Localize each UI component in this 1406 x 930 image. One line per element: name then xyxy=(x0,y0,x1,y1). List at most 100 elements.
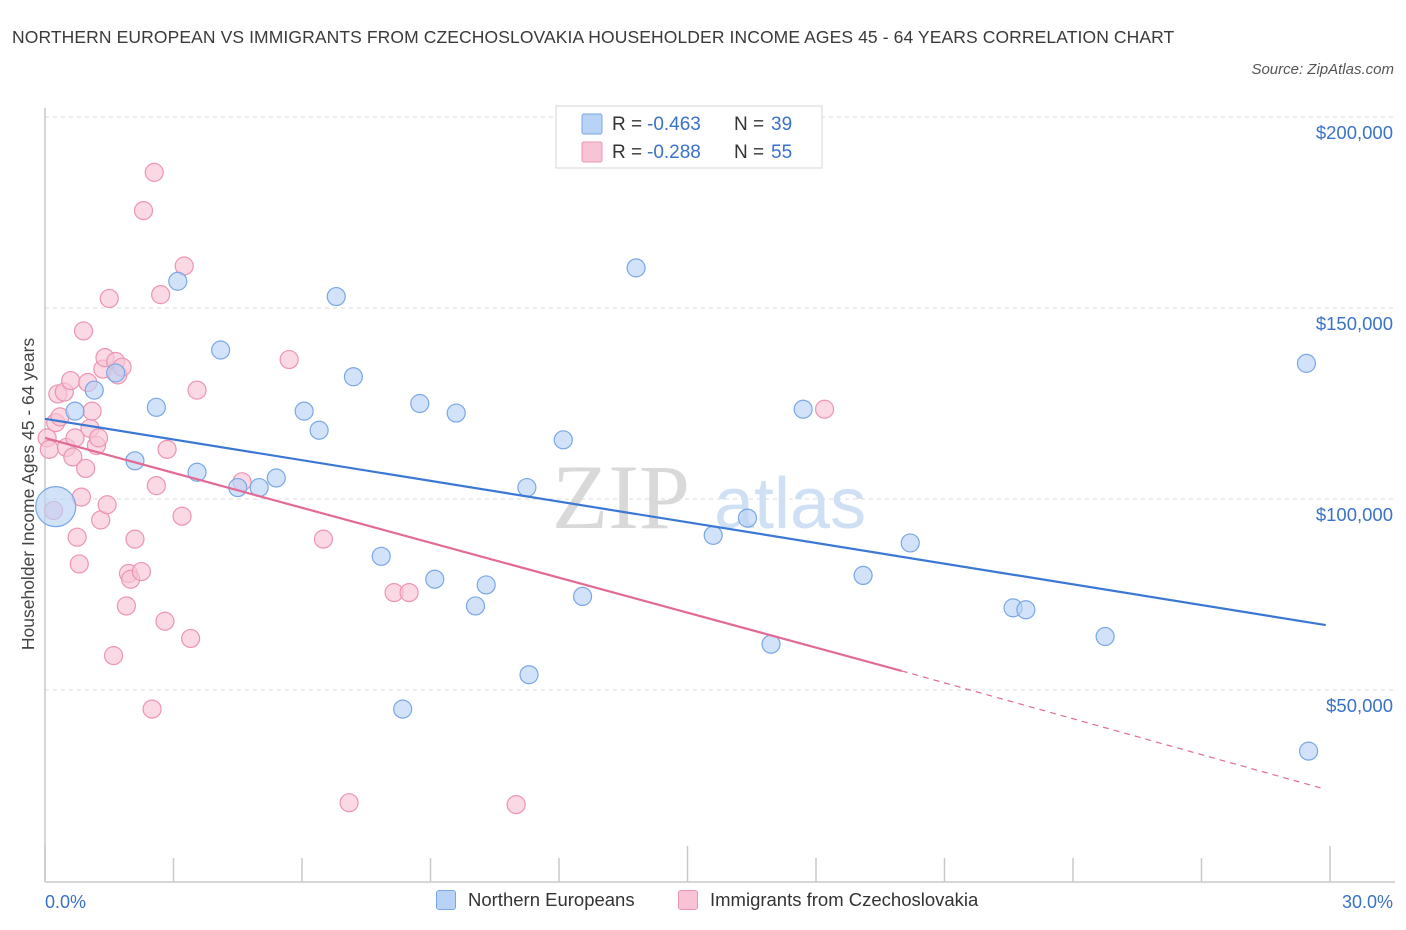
point-immigrant-czechoslovakia xyxy=(73,321,94,341)
point-immigrant-czechoslovakia xyxy=(39,439,59,459)
legend-n-value: 55 xyxy=(771,142,792,163)
point-northern-european xyxy=(1016,600,1036,620)
legend-n-label: N = xyxy=(734,142,764,163)
source-label: Source: ZipAtlas.com xyxy=(1251,61,1394,78)
point-immigrant-czechoslovakia xyxy=(97,495,117,515)
point-northern-european xyxy=(793,399,813,419)
point-northern-european xyxy=(168,271,188,291)
point-immigrant-czechoslovakia xyxy=(116,596,136,616)
point-northern-european xyxy=(343,367,363,387)
point-northern-european xyxy=(211,340,231,360)
series-northern-europeans-points xyxy=(35,258,1319,761)
point-immigrant-czechoslovakia xyxy=(61,370,81,391)
point-northern-european xyxy=(410,393,430,414)
point-immigrant-czechoslovakia xyxy=(131,561,151,582)
point-immigrant-czechoslovakia xyxy=(506,794,526,815)
y-tick-label: $50,000 xyxy=(1326,695,1393,716)
legend-label: Immigrants from Czechoslovakia xyxy=(710,889,979,910)
point-immigrant-czechoslovakia xyxy=(63,447,83,467)
point-northern-european xyxy=(853,565,873,586)
point-northern-european xyxy=(476,575,496,595)
point-northern-european xyxy=(737,508,758,528)
y-axis-label: Householder Income Ages 45 - 64 years xyxy=(18,338,38,651)
point-northern-european xyxy=(371,546,391,566)
point-immigrant-czechoslovakia xyxy=(151,285,171,305)
point-northern-european xyxy=(266,468,286,488)
watermark-zip: ZIP xyxy=(552,446,690,548)
point-immigrant-czechoslovakia xyxy=(69,554,89,574)
legend-top: R = -0.463 N = 39 R = -0.288 N = 55 xyxy=(555,105,823,169)
trend-line-northern-europeans xyxy=(44,417,1326,627)
trend-lines xyxy=(44,417,1326,790)
point-northern-european xyxy=(187,462,207,482)
point-immigrant-czechoslovakia xyxy=(144,162,164,182)
watermark-atlas: atlas xyxy=(714,464,866,544)
y-tick-labels: $50,000 $100,000 $150,000 $200,000 xyxy=(1316,122,1393,716)
legend-swatch-pink xyxy=(678,890,698,910)
x-tick-label-min: 0.0% xyxy=(45,892,86,912)
point-northern-european xyxy=(1296,353,1317,373)
point-northern-european xyxy=(446,403,466,423)
point-immigrant-czechoslovakia xyxy=(142,699,162,719)
point-northern-european xyxy=(1095,626,1115,647)
legend-swatch-pink xyxy=(581,141,603,163)
point-northern-european xyxy=(35,486,77,528)
point-immigrant-czechoslovakia xyxy=(279,349,299,370)
y-tick-label: $200,000 xyxy=(1316,122,1393,143)
legend-r-label: R = xyxy=(612,142,642,163)
point-northern-european xyxy=(425,569,445,589)
point-northern-european xyxy=(553,430,573,450)
point-immigrant-czechoslovakia xyxy=(399,582,419,603)
point-immigrant-czechoslovakia xyxy=(67,527,87,547)
point-northern-european xyxy=(106,363,126,383)
point-immigrant-czechoslovakia xyxy=(313,529,334,549)
legend-r-value: -0.288 xyxy=(647,142,701,163)
point-northern-european xyxy=(309,420,329,440)
legend-r-label: R = xyxy=(612,114,642,135)
point-northern-european xyxy=(517,477,537,498)
legend-swatch-blue xyxy=(436,890,456,910)
trend-line-immigrants-czechoslovakia-extension xyxy=(901,670,1326,790)
point-northern-european xyxy=(465,596,486,616)
point-immigrant-czechoslovakia xyxy=(125,529,145,549)
point-immigrant-czechoslovakia xyxy=(146,476,166,496)
point-northern-european xyxy=(1298,741,1319,761)
point-northern-european xyxy=(703,525,723,545)
y-tick-label: $100,000 xyxy=(1316,504,1393,525)
point-immigrant-czechoslovakia xyxy=(172,506,192,526)
chart-title: NORTHERN EUROPEAN VS IMMIGRANTS FROM CZE… xyxy=(12,27,1175,47)
point-immigrant-czechoslovakia xyxy=(187,380,207,400)
legend-n-label: N = xyxy=(734,114,764,135)
legend-label: Northern Europeans xyxy=(468,889,635,910)
trend-line-immigrants-czechoslovakia xyxy=(44,436,902,672)
point-immigrant-czechoslovakia xyxy=(88,428,109,448)
point-northern-european xyxy=(326,286,346,307)
y-tick-label: $150,000 xyxy=(1316,313,1393,334)
point-northern-european xyxy=(900,533,920,553)
point-northern-european xyxy=(294,401,314,421)
x-tick-label-max: 30.0% xyxy=(1342,892,1393,912)
legend-swatch-blue xyxy=(581,113,603,135)
point-immigrant-czechoslovakia xyxy=(181,628,201,649)
point-immigrant-czechoslovakia xyxy=(155,611,175,631)
point-immigrant-czechoslovakia xyxy=(99,288,119,309)
point-immigrant-czechoslovakia xyxy=(133,200,154,221)
point-northern-european xyxy=(572,586,593,607)
point-northern-european xyxy=(65,401,85,421)
point-northern-european xyxy=(626,258,646,278)
point-immigrant-czechoslovakia xyxy=(339,793,359,813)
legend-bottom: Northern Europeans Immigrants from Czech… xyxy=(0,889,1406,915)
point-immigrant-czechoslovakia xyxy=(76,458,96,479)
point-immigrant-czechoslovakia xyxy=(82,401,102,421)
point-northern-european xyxy=(84,380,104,400)
legend-r-value: -0.463 xyxy=(647,114,701,135)
point-immigrant-czechoslovakia xyxy=(814,399,835,419)
point-immigrant-czechoslovakia xyxy=(103,646,124,666)
legend-n-value: 39 xyxy=(771,114,792,135)
point-northern-european xyxy=(146,397,166,417)
point-immigrant-czechoslovakia xyxy=(157,439,177,459)
point-northern-european xyxy=(519,665,539,685)
legend-item-immigrants-czechoslovakia: Immigrants from Czechoslovakia xyxy=(678,889,978,911)
legend-item-northern-europeans: Northern Europeans xyxy=(436,889,635,911)
